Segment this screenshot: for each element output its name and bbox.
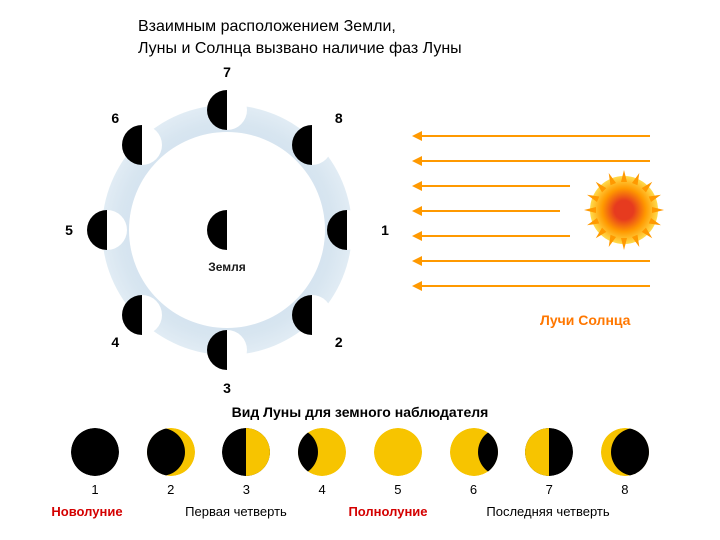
phase-name: Новолуние [50, 504, 124, 519]
phase-disc [298, 428, 346, 476]
sun-ray [420, 210, 560, 212]
phase-row-labels: НоволуниеПервая четвертьПолнолуниеПослед… [50, 504, 670, 519]
title-line-1: Взаимным расположением Земли, [138, 18, 396, 35]
orbit-number: 5 [65, 222, 73, 238]
orbit-moon [122, 295, 162, 335]
sun-ray [420, 285, 650, 287]
phase-disc [525, 428, 573, 476]
sun-ray [420, 260, 650, 262]
phase-number: 3 [243, 482, 250, 497]
orbit-moon [207, 90, 247, 130]
earth-icon [207, 210, 247, 250]
phase-name: Последняя четверть [428, 504, 668, 519]
phase-name: Первая четверть [124, 504, 348, 519]
phase-number: 5 [394, 482, 401, 497]
sun-rays-label: Лучи Солнца [540, 312, 630, 328]
sun-ray [420, 235, 570, 237]
sun-icon [590, 176, 658, 244]
orbit-number: 8 [335, 110, 343, 126]
orbit-number: 4 [111, 334, 119, 350]
phase-disc [147, 428, 195, 476]
phase-name: Полнолуние [348, 504, 428, 519]
orbit-moon [207, 330, 247, 370]
sun-rays-area: Лучи Солнца [410, 100, 700, 360]
orbit-number: 2 [335, 334, 343, 350]
orbit-moon [122, 125, 162, 165]
phase-number: 2 [167, 482, 174, 497]
orbit-number: 6 [111, 110, 119, 126]
orbit-moon [292, 295, 332, 335]
observer-title: Вид Луны для земного наблюдателя [0, 404, 720, 420]
phase-disc [601, 428, 649, 476]
phase-number: 6 [470, 482, 477, 497]
orbit-number: 7 [223, 64, 231, 80]
orbit-diagram: Земля 12345678 [72, 80, 382, 380]
orbit-moon [327, 210, 367, 250]
phase-number: 1 [91, 482, 98, 497]
earth-label: Земля [208, 260, 246, 274]
phase-disc [222, 428, 270, 476]
phase-number: 4 [318, 482, 325, 497]
orbit-number: 1 [381, 222, 389, 238]
title: Взаимным расположением Земли, Луны и Сол… [138, 16, 578, 59]
orbit-moon [87, 210, 127, 250]
orbit-number: 3 [223, 380, 231, 396]
sun-ray [420, 160, 650, 162]
sun-ray [420, 135, 650, 137]
phase-disc [450, 428, 498, 476]
orbit-moon [292, 125, 332, 165]
sun-ray [420, 185, 570, 187]
title-line-2: Луны и Солнца вызвано наличие фаз Луны [138, 40, 462, 57]
phase-disc [374, 428, 422, 476]
phase-number: 8 [621, 482, 628, 497]
phase-disc [71, 428, 119, 476]
phase-number: 7 [546, 482, 553, 497]
